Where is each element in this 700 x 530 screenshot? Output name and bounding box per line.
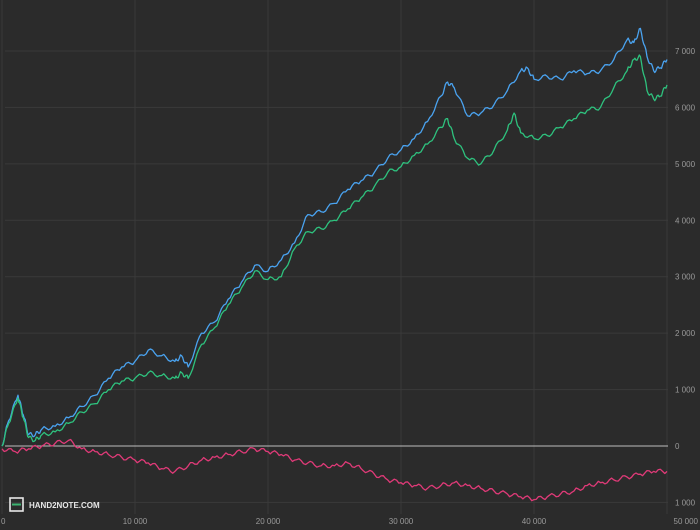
series-line-1 [1, 27, 668, 447]
logo-text: HAND2NOTE.COM [29, 501, 100, 510]
y-tick-label: 4 000 [675, 216, 696, 225]
x-tick-label: 40 000 [522, 517, 547, 526]
y-tick-label: 3 000 [675, 273, 696, 282]
y-tick-label: 6 000 [675, 103, 696, 112]
series-line-3 [1, 438, 668, 502]
y-tick-label: 0 [675, 442, 680, 451]
x-tick-label: 0 [1, 517, 6, 526]
logo: HAND2NOTE.COM [9, 497, 100, 512]
x-axis-tick-labels: 0 10 000 20 000 30 000 40 000 50 000 [1, 517, 699, 526]
x-tick-label: 20 000 [256, 517, 281, 526]
series-lines [1, 27, 668, 502]
y-tick-label: 1 000 [675, 498, 696, 507]
x-tick-label: 50 000 [674, 517, 699, 526]
y-tick-label: 7 000 [675, 47, 696, 56]
logo-icon [9, 497, 24, 512]
y-tick-label: 5 000 [675, 160, 696, 169]
series-line-2 [1, 54, 668, 447]
x-tick-label: 30 000 [389, 517, 414, 526]
y-tick-label: 2 000 [675, 329, 696, 338]
x-tick-label: 10 000 [123, 517, 148, 526]
y-tick-label: 1 000 [675, 386, 696, 395]
y-axis-tick-labels: 1 000 0 1 000 2 000 3 000 4 000 5 000 6 000 7 00… [675, 47, 696, 507]
